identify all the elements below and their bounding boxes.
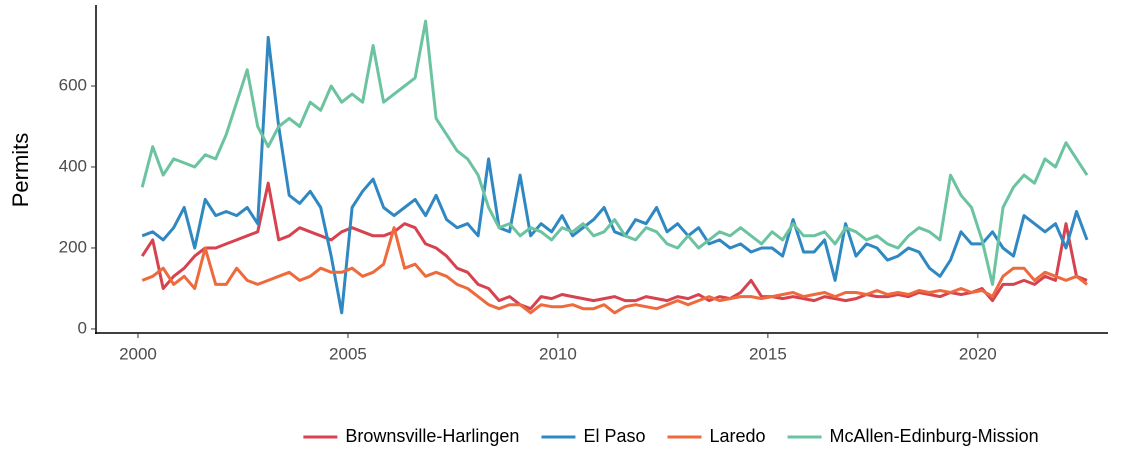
x-tick-label: 2000 <box>119 344 157 363</box>
y-tick-label: 200 <box>59 237 87 256</box>
y-tick-label: 400 <box>59 156 87 175</box>
series-line <box>141 226 1088 315</box>
series-line <box>141 35 1089 315</box>
y-tick-label: 600 <box>59 75 87 94</box>
y-axis-title: Permits <box>8 133 33 208</box>
legend-label: El Paso <box>583 426 645 446</box>
x-tick-label: 2010 <box>539 344 577 363</box>
y-tick-label: 0 <box>78 318 87 337</box>
legend-label: Laredo <box>709 426 765 446</box>
series-line <box>140 19 1089 286</box>
legend-label: McAllen-Edinburg-Mission <box>830 426 1039 446</box>
x-tick-label: 2015 <box>749 344 787 363</box>
series-line <box>140 181 1088 311</box>
x-tick-label: 2005 <box>329 344 367 363</box>
x-tick-label: 2020 <box>959 344 997 363</box>
legend-label: Brownsville-Harlingen <box>345 426 519 446</box>
